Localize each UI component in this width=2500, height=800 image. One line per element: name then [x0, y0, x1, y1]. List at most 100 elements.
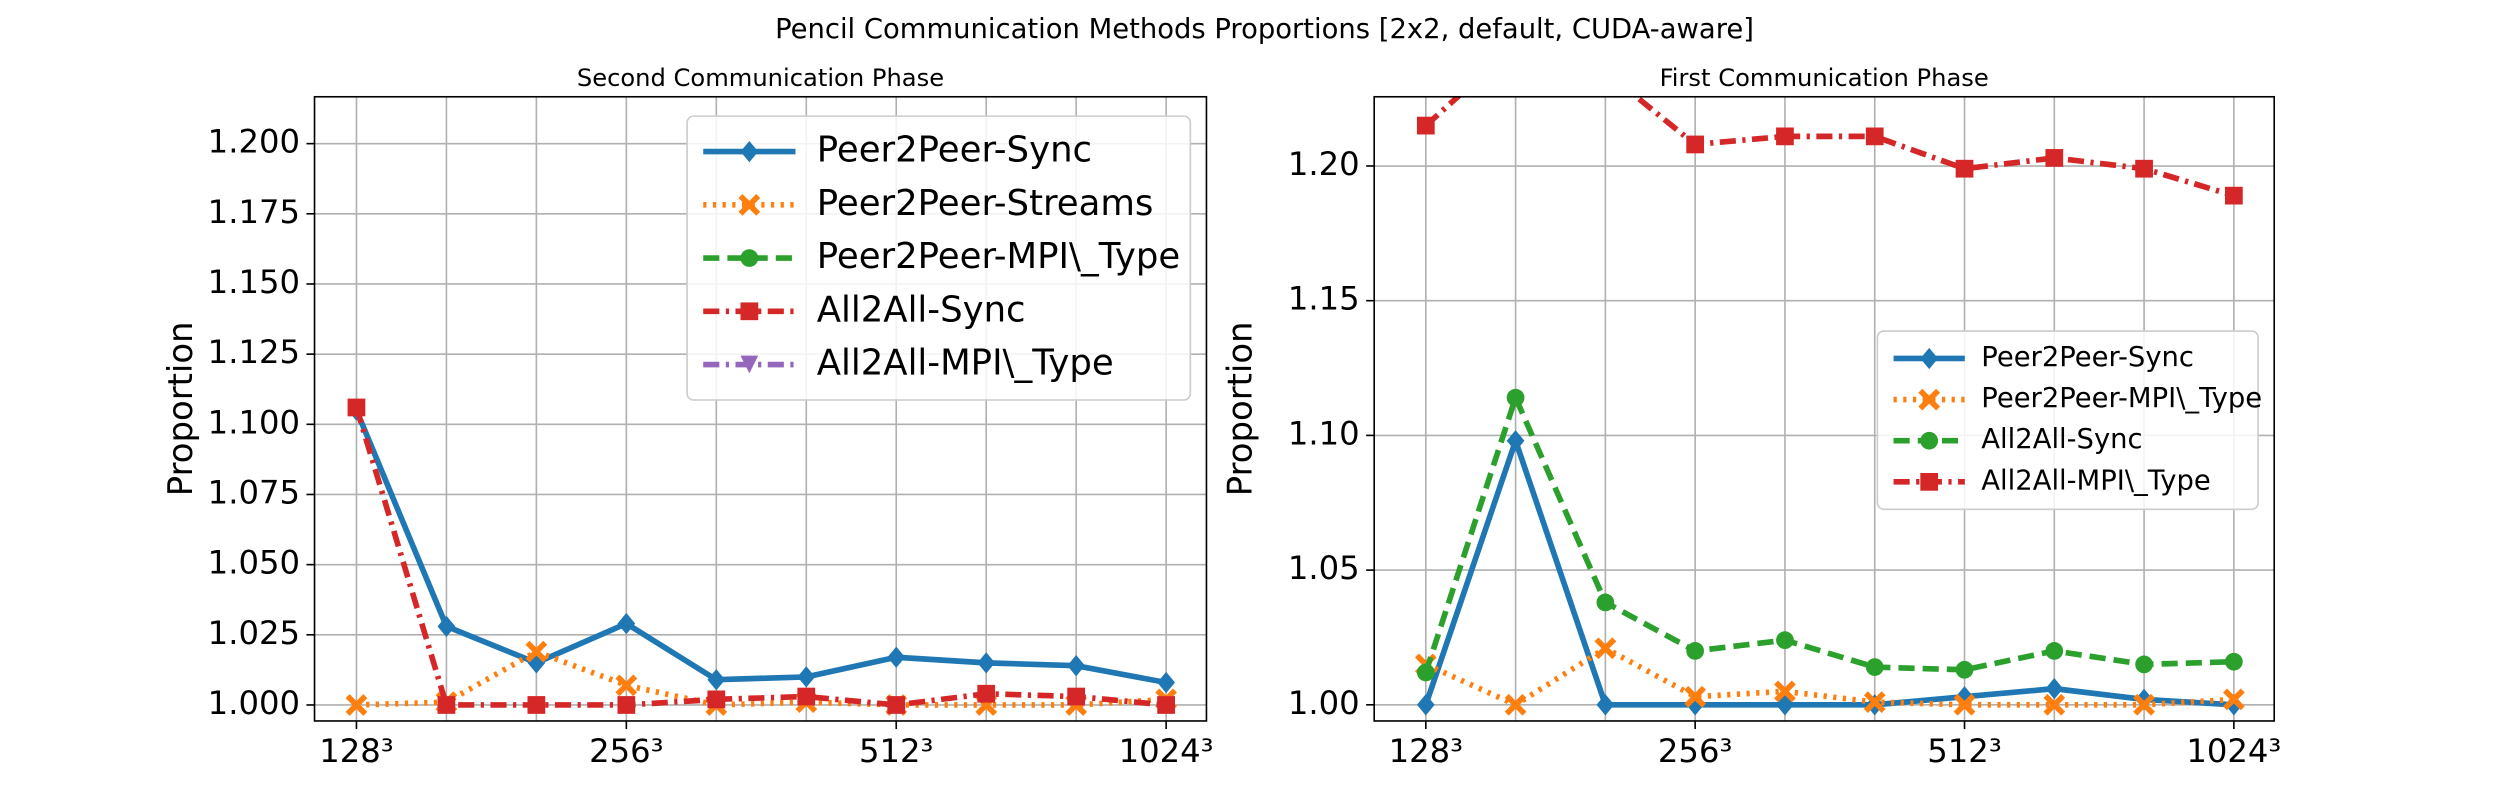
marker — [1918, 388, 1941, 411]
marker — [797, 687, 816, 706]
series-line — [356, 648, 1167, 708]
x-tick-label: 256³ — [589, 732, 663, 770]
plot-area — [345, 398, 1177, 716]
marker — [1953, 693, 1976, 716]
y-tick-label: 1.025 — [208, 614, 300, 652]
marker — [738, 193, 761, 216]
marker — [437, 696, 456, 714]
y-axis-label: Proportion — [161, 322, 200, 497]
marker — [1776, 127, 1794, 146]
plot-area — [1414, 63, 2245, 716]
marker — [1686, 642, 1705, 660]
marker — [1920, 431, 1939, 450]
legend-label: Peer2Peer-Streams — [817, 183, 1154, 224]
marker — [1067, 687, 1086, 706]
marker — [1157, 671, 1175, 694]
y-tick-label: 1.10 — [1288, 414, 1360, 452]
marker — [615, 674, 638, 697]
marker — [1157, 696, 1175, 714]
legend-label: All2All-Sync — [817, 289, 1026, 330]
marker — [1416, 663, 1435, 682]
y-tick-label: 1.05 — [1288, 549, 1360, 587]
marker — [1776, 631, 1794, 650]
marker — [1597, 63, 1615, 81]
y-tick-label: 1.125 — [208, 333, 300, 371]
marker — [1594, 637, 1617, 660]
x-tick-label: 1024³ — [2186, 732, 2281, 770]
marker — [2043, 693, 2066, 716]
marker — [1865, 658, 1884, 676]
marker — [1863, 691, 1886, 713]
series-line — [1423, 432, 2235, 708]
legend-label: All2All-Sync — [1981, 424, 2142, 455]
marker — [1596, 593, 1615, 612]
y-tick-label: 1.200 — [208, 123, 300, 161]
marker — [2225, 186, 2243, 205]
marker — [977, 684, 996, 703]
marker — [1067, 655, 1086, 677]
y-tick-label: 1.150 — [208, 263, 300, 301]
legend-box — [1876, 330, 2259, 511]
y-tick-label: 1.15 — [1288, 280, 1360, 318]
marker — [2045, 642, 2064, 660]
axes-title: Second Communication Phase — [577, 64, 944, 92]
y-tick-label: 1.100 — [208, 403, 300, 441]
marker — [525, 640, 548, 663]
marker — [617, 612, 636, 635]
marker — [1686, 135, 1705, 154]
x-tick-label: 1024³ — [1119, 732, 1214, 770]
legend-label: All2All-MPI\_Type — [1981, 465, 2210, 496]
figure-title: Pencil Communication Methods Proportions… — [775, 14, 1754, 45]
marker — [707, 690, 726, 709]
x-tick-label: 256³ — [1658, 732, 1732, 770]
series-line — [1423, 389, 2234, 674]
marker — [1920, 472, 1939, 491]
marker — [1865, 127, 1884, 146]
marker — [2225, 652, 2243, 671]
y-tick-label: 1.050 — [208, 544, 300, 582]
marker — [887, 646, 906, 668]
marker — [527, 652, 546, 674]
legend-label: Peer2Peer-MPI\_Type — [1981, 383, 2262, 414]
marker — [437, 615, 456, 638]
y-tick-label: 1.075 — [208, 473, 300, 511]
axes-frame — [1373, 95, 2275, 722]
marker — [1774, 680, 1796, 703]
marker — [617, 696, 636, 714]
y-axis-label: Proportion — [1220, 322, 1259, 497]
legend-box — [686, 115, 1192, 401]
legend-label: All2All-MPI\_Type — [817, 343, 1114, 384]
marker — [740, 355, 759, 374]
marker — [1684, 685, 1707, 708]
series-line — [1423, 96, 2235, 199]
marker — [345, 694, 368, 716]
marker — [1596, 694, 1615, 716]
marker — [707, 669, 726, 691]
marker — [740, 302, 759, 321]
marker — [1955, 686, 1974, 708]
marker — [1506, 430, 1525, 452]
marker — [347, 398, 366, 417]
marker — [2223, 688, 2245, 711]
marker — [1504, 693, 1527, 716]
marker — [740, 249, 759, 267]
marker — [887, 696, 906, 714]
series-line — [353, 409, 1167, 686]
marker — [1416, 694, 1435, 716]
y-tick-label: 1.20 — [1288, 145, 1360, 183]
marker — [1955, 660, 1974, 679]
marker — [2045, 149, 2064, 167]
x-tick-label: 128³ — [1389, 732, 1463, 770]
axes-title: First Communication Phase — [1660, 64, 1989, 92]
y-tick-label: 1.000 — [208, 684, 300, 722]
marker — [2135, 688, 2153, 711]
marker — [2135, 655, 2153, 674]
y-tick-label: 1.00 — [1288, 684, 1360, 722]
axes-frame — [313, 95, 1208, 722]
marker — [797, 666, 816, 688]
x-tick-label: 512³ — [1927, 732, 2001, 770]
x-tick-label: 128³ — [319, 732, 393, 770]
x-tick-label: 512³ — [859, 732, 933, 770]
marker — [1506, 388, 1525, 407]
legend-label: Peer2Peer-MPI\_Type — [817, 236, 1180, 277]
